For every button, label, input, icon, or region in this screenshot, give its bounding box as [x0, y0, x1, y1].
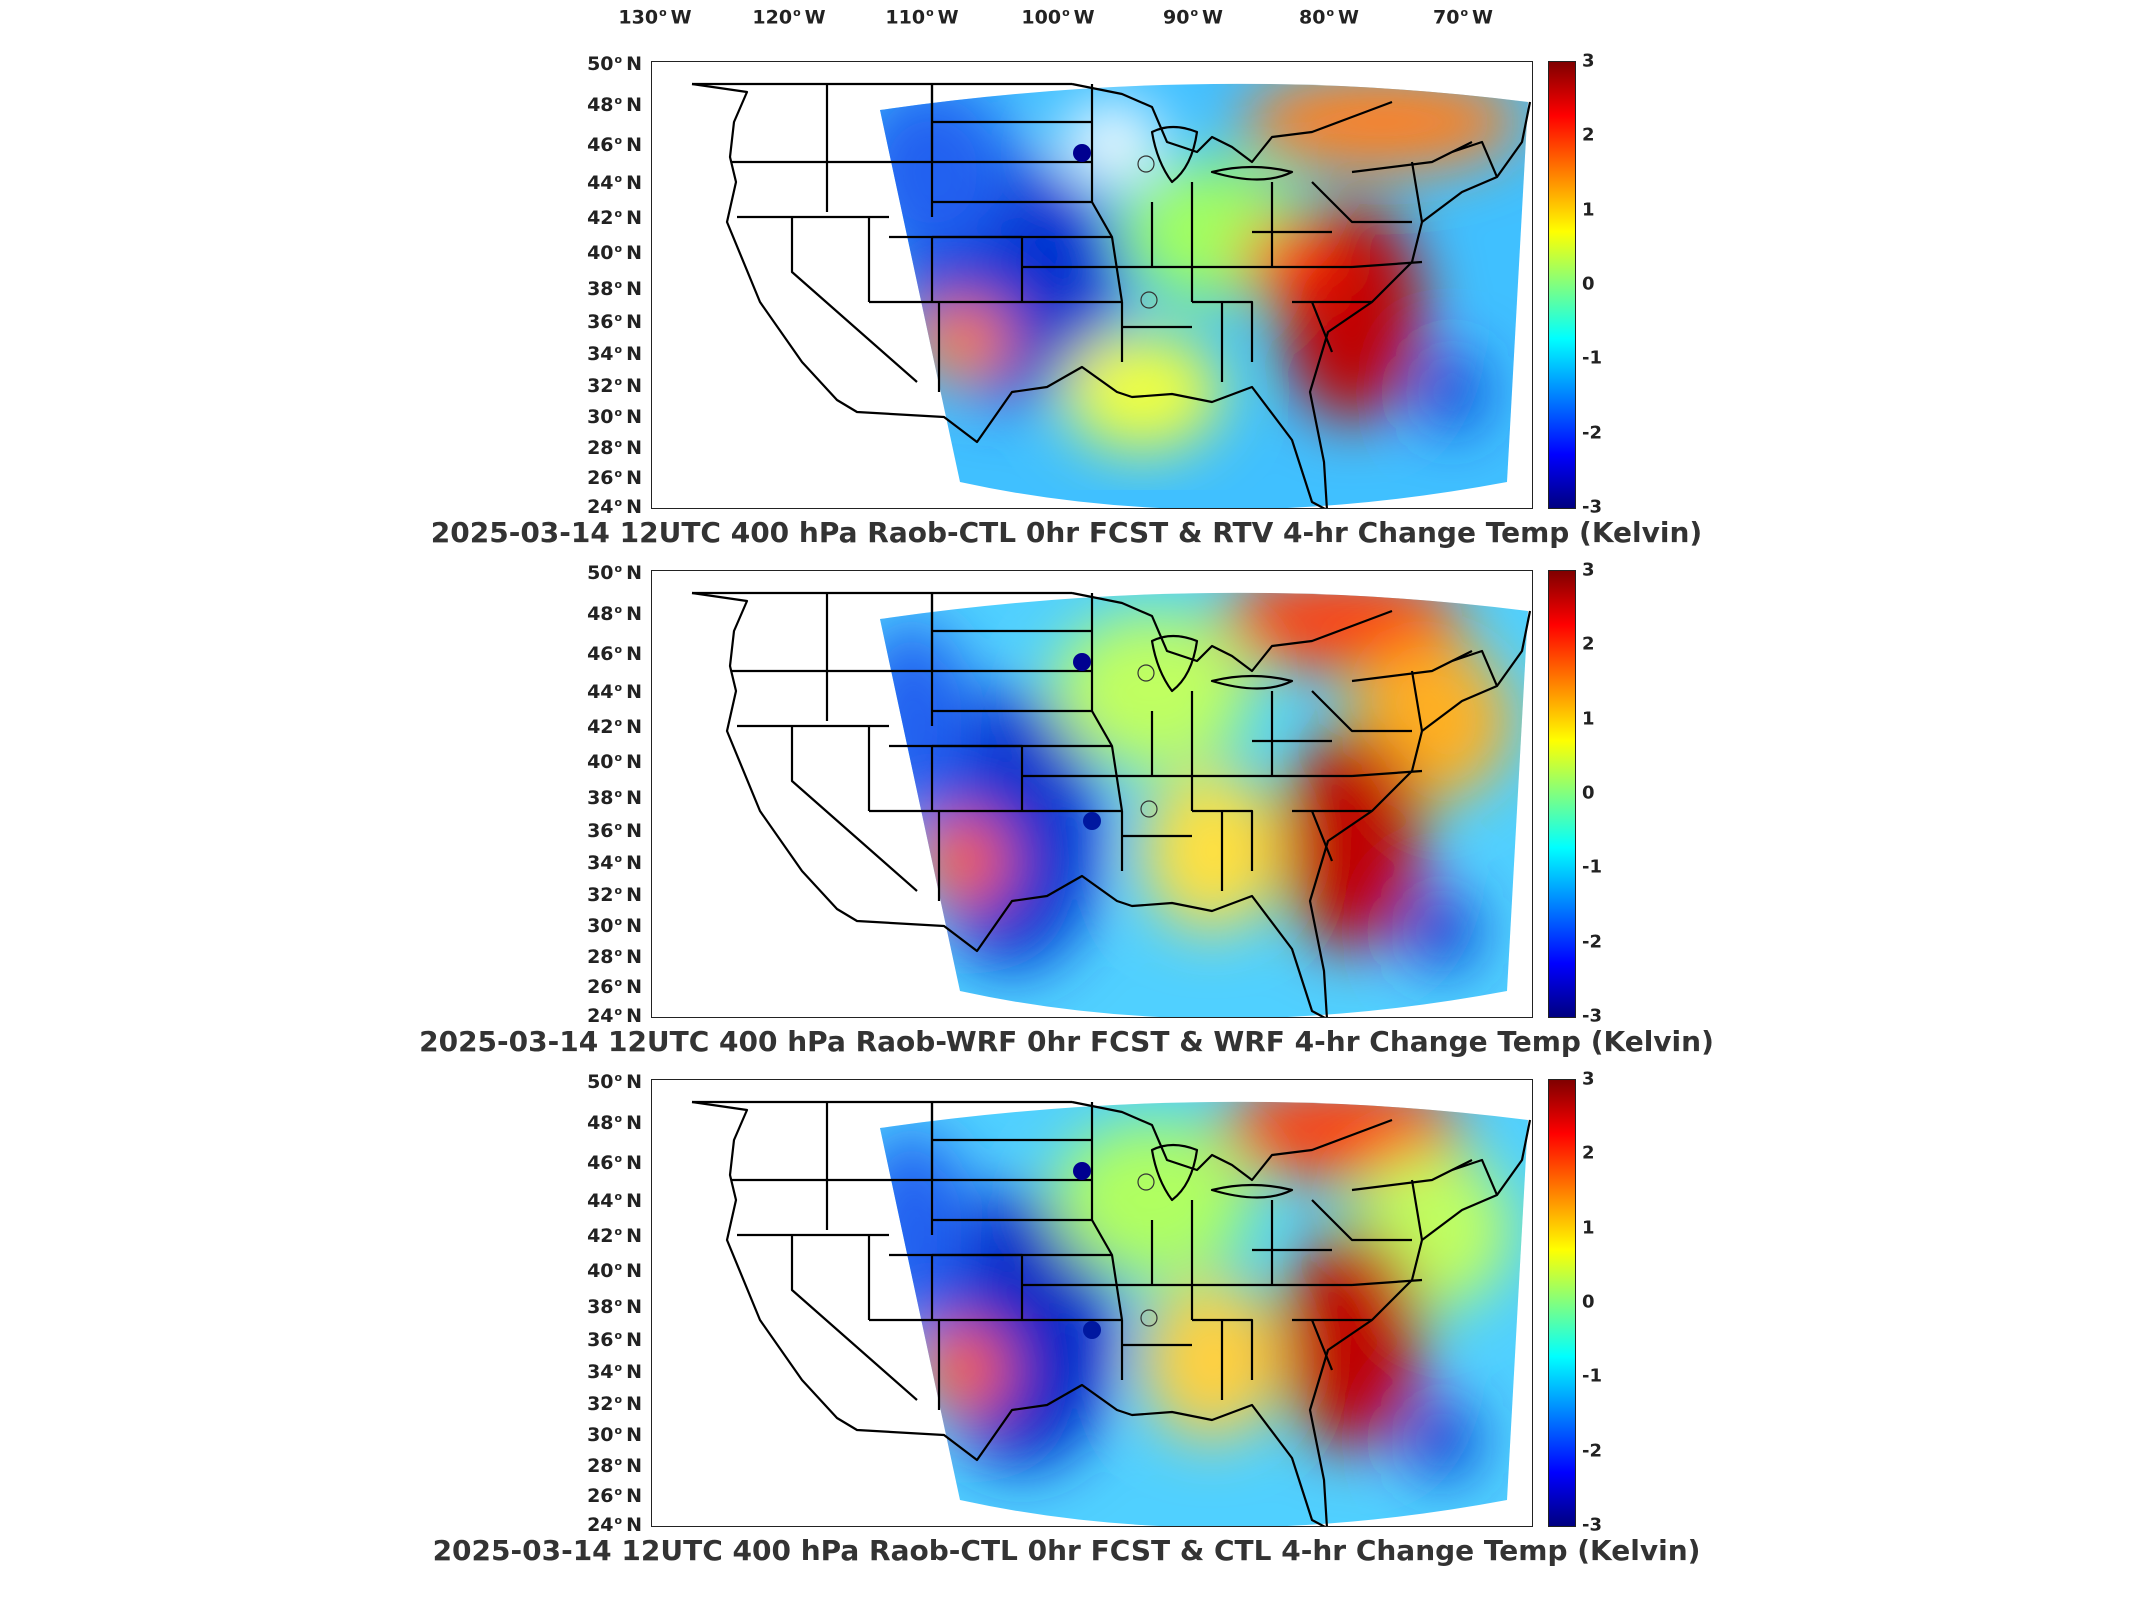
- colorbar-tick: 0: [1582, 1291, 1595, 1313]
- map-panel-1: 3 2 1 0 -1 -2 -3 50o N 48o N 46o N 44o N 42o…: [0, 50, 2133, 562]
- colorbar-tick: -2: [1582, 422, 1602, 444]
- lon-label: 130o W: [618, 6, 692, 29]
- lat-label: 32o N: [587, 374, 642, 398]
- colorbar-tick: 0: [1582, 273, 1595, 295]
- colorbar-tick: -3: [1582, 1514, 1602, 1536]
- lat-label: 24o N: [587, 1513, 642, 1537]
- lat-label: 42o N: [587, 206, 642, 230]
- lat-label: 30o N: [587, 405, 642, 429]
- colorbar-tick: 3: [1582, 50, 1595, 72]
- lat-label: 32o N: [587, 1392, 642, 1416]
- lat-label: 34o N: [587, 1360, 642, 1384]
- colorbar-tick: -2: [1582, 931, 1602, 953]
- map-panel-3: 3 2 1 0 -1 -2 -3 50o N 48o N 46o N 44o N 42o…: [0, 1068, 2133, 1580]
- lat-label: 24o N: [587, 495, 642, 519]
- colorbar-tick: -3: [1582, 1005, 1602, 1027]
- lat-label: 48o N: [587, 93, 642, 117]
- lat-label: 28o N: [587, 945, 642, 969]
- raob-station-marker: [1083, 812, 1101, 830]
- raob-station-marker: [1137, 155, 1155, 173]
- map-plot: [651, 570, 1533, 1018]
- raob-station-marker: [1137, 664, 1155, 682]
- colorbar: [1548, 1079, 1576, 1527]
- temperature-field: [880, 592, 1528, 1017]
- colorbar-tick: -1: [1582, 1365, 1602, 1387]
- lon-label: 70o W: [1433, 6, 1493, 29]
- raob-station-marker: [1140, 291, 1158, 309]
- lat-label: 34o N: [587, 342, 642, 366]
- lat-label: 44o N: [587, 171, 642, 195]
- colorbar-tick: -2: [1582, 1440, 1602, 1462]
- lat-label: 40o N: [587, 1259, 642, 1283]
- lat-label: 42o N: [587, 1224, 642, 1248]
- lat-label: 24o N: [587, 1004, 642, 1028]
- colorbar-tick: -1: [1582, 856, 1602, 878]
- raob-station-marker: [1137, 1173, 1155, 1191]
- colorbar-tick: 0: [1582, 782, 1595, 804]
- lon-label: 120o W: [752, 6, 826, 29]
- colorbar: [1548, 570, 1576, 1018]
- colorbar-tick: -1: [1582, 347, 1602, 369]
- lat-label: 36o N: [587, 819, 642, 843]
- lat-label: 28o N: [587, 1454, 642, 1478]
- lat-label: 38o N: [587, 1295, 642, 1319]
- panel-title: 2025-03-14 12UTC 400 hPa Raob-CTL 0hr FC…: [430, 516, 1703, 549]
- lat-label: 40o N: [587, 750, 642, 774]
- colorbar-tick: -3: [1582, 496, 1602, 518]
- lat-label: 46o N: [587, 133, 642, 157]
- lat-label: 50o N: [587, 561, 642, 585]
- lon-label: 110o W: [885, 6, 959, 29]
- raob-station-marker: [1140, 1309, 1158, 1327]
- colorbar: [1548, 61, 1576, 509]
- lat-label: 26o N: [587, 975, 642, 999]
- lat-label: 50o N: [587, 52, 642, 76]
- lat-label: 44o N: [587, 680, 642, 704]
- raob-station-marker: [1073, 1162, 1091, 1180]
- lat-label: 38o N: [587, 277, 642, 301]
- colorbar-tick: 3: [1582, 559, 1595, 581]
- raob-station-marker: [1140, 800, 1158, 818]
- lat-label: 48o N: [587, 1111, 642, 1135]
- lat-label: 38o N: [587, 786, 642, 810]
- lon-label: 90o W: [1163, 6, 1223, 29]
- map-plot: [651, 61, 1533, 509]
- colorbar-tick: 1: [1582, 1217, 1595, 1239]
- colorbar-tick: 2: [1582, 1142, 1595, 1164]
- lat-label: 30o N: [587, 914, 642, 938]
- map-panel-2: 3 2 1 0 -1 -2 -3 50o N 48o N 46o N 44o N 42o…: [0, 559, 2133, 1071]
- lat-label: 50o N: [587, 1070, 642, 1094]
- lat-label: 46o N: [587, 1151, 642, 1175]
- map-plot: [651, 1079, 1533, 1527]
- panel-title: 2025-03-14 12UTC 400 hPa Raob-WRF 0hr FC…: [419, 1025, 1714, 1058]
- lat-label: 32o N: [587, 883, 642, 907]
- lat-label: 44o N: [587, 1189, 642, 1213]
- raob-station-marker: [1073, 653, 1091, 671]
- lat-label: 34o N: [587, 851, 642, 875]
- colorbar-tick: 1: [1582, 708, 1595, 730]
- lat-label: 46o N: [587, 642, 642, 666]
- colorbar-tick: 1: [1582, 199, 1595, 221]
- lon-label: 100o W: [1021, 6, 1095, 29]
- lat-label: 30o N: [587, 1423, 642, 1447]
- lon-label: 80o W: [1299, 6, 1359, 29]
- lat-label: 42o N: [587, 715, 642, 739]
- lat-label: 36o N: [587, 310, 642, 334]
- lat-label: 26o N: [587, 466, 642, 490]
- lat-label: 36o N: [587, 1328, 642, 1352]
- lat-label: 48o N: [587, 602, 642, 626]
- colorbar-tick: 2: [1582, 124, 1595, 146]
- lat-label: 26o N: [587, 1484, 642, 1508]
- lat-label: 40o N: [587, 241, 642, 265]
- raob-station-marker: [1083, 1321, 1101, 1339]
- lat-label: 28o N: [587, 436, 642, 460]
- colorbar-tick: 3: [1582, 1068, 1595, 1090]
- colorbar-tick: 2: [1582, 633, 1595, 655]
- raob-station-marker: [1073, 144, 1091, 162]
- panel-title: 2025-03-14 12UTC 400 hPa Raob-CTL 0hr FC…: [432, 1534, 1701, 1567]
